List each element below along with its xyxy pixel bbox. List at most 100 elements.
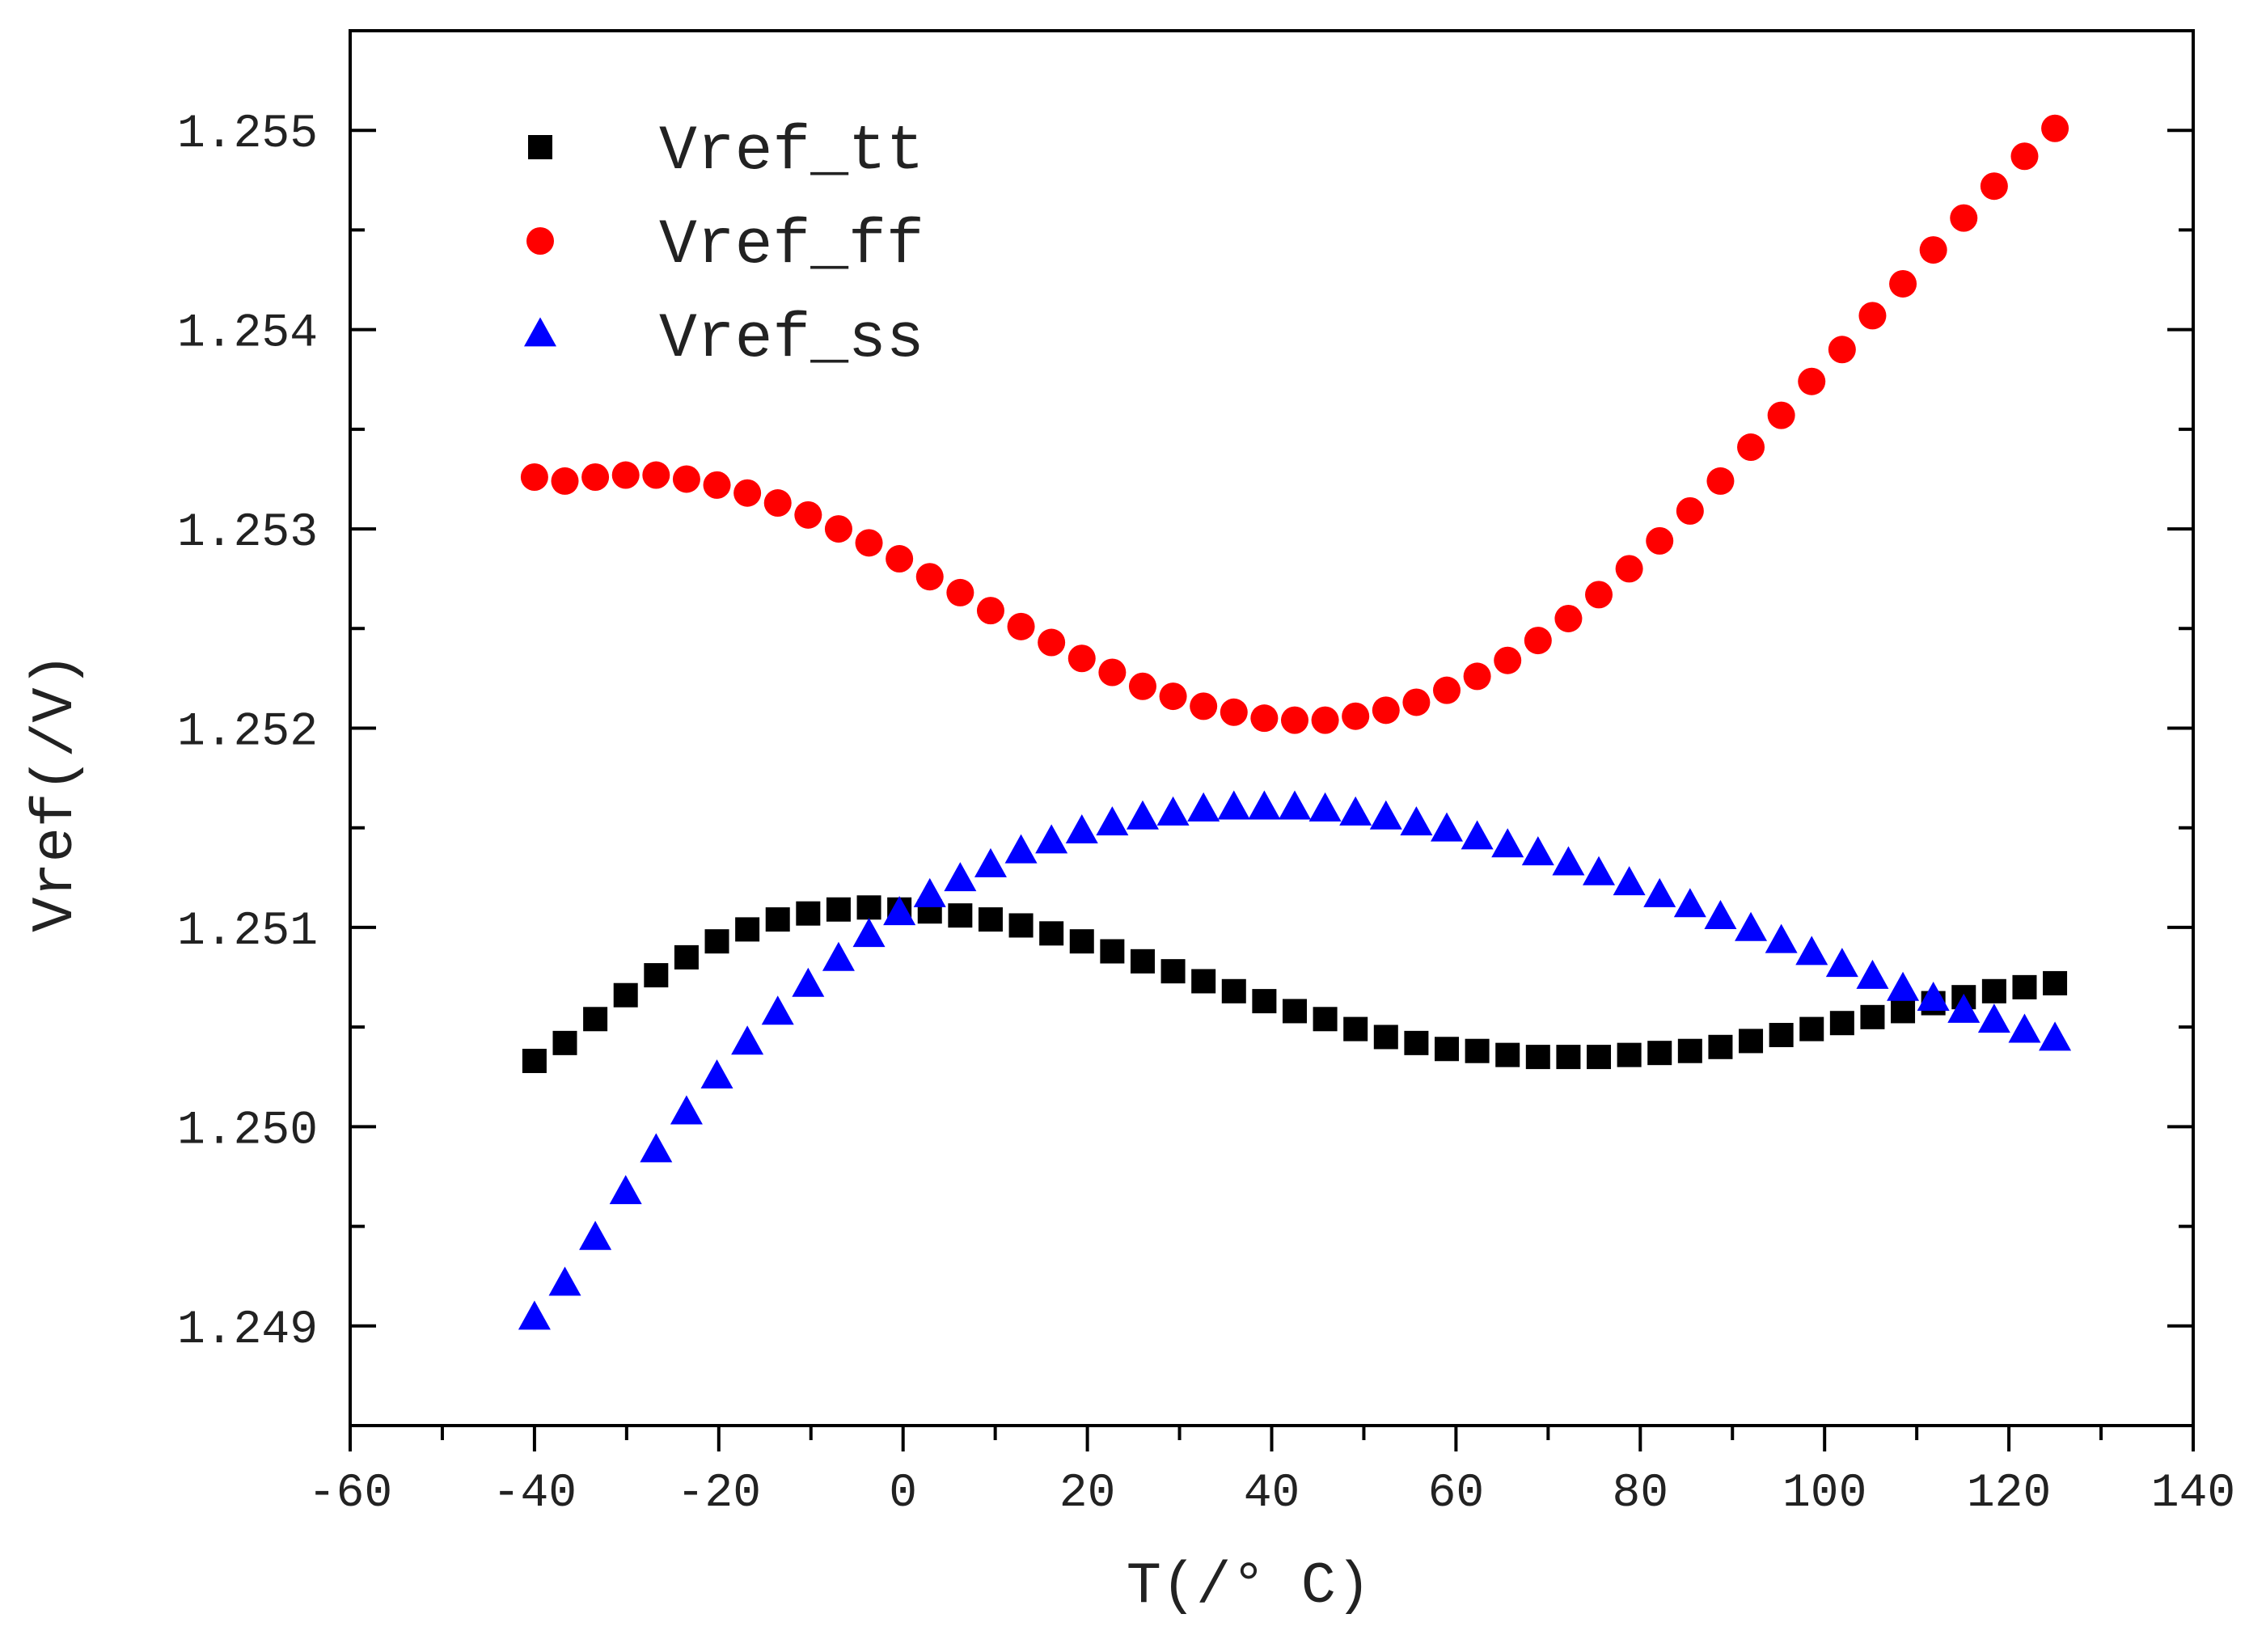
data-point-Vref_ss bbox=[1187, 792, 1220, 822]
data-point-Vref_ss bbox=[1491, 828, 1524, 858]
data-point-Vref_ss bbox=[1735, 911, 1768, 941]
data-point-Vref_ss bbox=[1400, 806, 1433, 836]
x-tick-label: 60 bbox=[1428, 1468, 1485, 1520]
data-point-Vref_ff bbox=[1311, 706, 1339, 734]
x-tick-label: -40 bbox=[492, 1468, 577, 1520]
data-point-Vref_ss bbox=[579, 1220, 612, 1250]
data-point-Vref_ff bbox=[1585, 581, 1613, 609]
data-point-Vref_ss bbox=[518, 1300, 551, 1330]
data-point-Vref_tt bbox=[1313, 1007, 1338, 1032]
data-point-Vref_ff bbox=[703, 471, 731, 499]
x-axis-title: T(/° C) bbox=[1127, 1553, 1371, 1620]
data-point-Vref_tt bbox=[1860, 1004, 1885, 1029]
data-point-Vref_tt bbox=[1799, 1016, 1824, 1041]
data-point-Vref_tt bbox=[1525, 1045, 1550, 1070]
x-tick-label: -20 bbox=[677, 1468, 761, 1520]
data-point-Vref_ss bbox=[1704, 900, 1737, 930]
data-point-Vref_ff bbox=[1950, 204, 1978, 232]
y-axis-title: Vref(/V) bbox=[23, 653, 89, 932]
data-point-Vref_ss bbox=[700, 1059, 733, 1089]
data-point-Vref_ss bbox=[640, 1133, 673, 1163]
y-tick-label: 1.249 bbox=[177, 1304, 318, 1357]
data-point-Vref_ss bbox=[1613, 866, 1646, 896]
data-point-Vref_ss bbox=[1217, 790, 1250, 820]
data-point-Vref_ff bbox=[1798, 367, 1826, 395]
y-tick-label: 1.254 bbox=[177, 308, 318, 361]
data-point-Vref_tt bbox=[1708, 1034, 1733, 1059]
data-point-Vref_ff bbox=[1828, 336, 1856, 364]
legend-label-Vref_ff: Vref_ff bbox=[659, 210, 924, 281]
data-point-Vref_tt bbox=[1617, 1042, 1642, 1067]
data-point-Vref_tt bbox=[1069, 929, 1094, 954]
data-point-Vref_ff bbox=[1280, 706, 1308, 734]
data-point-Vref_ss bbox=[2039, 1021, 2072, 1051]
ticks-layer bbox=[349, 29, 2195, 1451]
data-point-Vref_tt bbox=[1739, 1029, 1764, 1054]
series-layer bbox=[518, 114, 2072, 1330]
data-point-Vref_ff bbox=[1342, 702, 1370, 730]
data-point-Vref_ff bbox=[1433, 676, 1461, 704]
data-point-Vref_ss bbox=[1795, 936, 1828, 965]
data-point-Vref_tt bbox=[1252, 989, 1277, 1014]
data-point-Vref_ss bbox=[822, 941, 855, 971]
y-tick-label: 1.251 bbox=[177, 906, 318, 958]
data-point-Vref_ss bbox=[1308, 792, 1342, 822]
data-point-Vref_ff bbox=[855, 529, 883, 557]
data-point-Vref_ff bbox=[886, 545, 914, 573]
data-point-Vref_ss bbox=[883, 896, 916, 926]
data-point-Vref_ff bbox=[642, 461, 670, 489]
data-point-Vref_tt bbox=[826, 897, 851, 922]
data-point-Vref_ss bbox=[792, 967, 825, 997]
data-point-Vref_tt bbox=[1343, 1016, 1368, 1041]
data-point-Vref_ss bbox=[1096, 806, 1129, 836]
data-point-Vref_ss bbox=[731, 1025, 764, 1055]
data-point-Vref_tt bbox=[765, 907, 790, 932]
data-point-Vref_ff bbox=[1858, 302, 1887, 330]
data-point-Vref_ff bbox=[1676, 496, 1704, 525]
x-tick-label: 120 bbox=[1967, 1468, 2051, 1520]
data-point-Vref_ss bbox=[1977, 1003, 2010, 1033]
data-point-Vref_ss bbox=[1065, 814, 1098, 844]
data-point-Vref_ss bbox=[1887, 971, 1920, 1001]
x-tick-label: 0 bbox=[889, 1468, 917, 1520]
legend: Vref_tt Vref_ff Vref_ss bbox=[524, 116, 924, 375]
data-point-Vref_tt bbox=[1100, 939, 1125, 964]
data-point-Vref_ff bbox=[1007, 612, 1035, 640]
data-point-Vref_tt bbox=[1039, 921, 1064, 946]
data-point-Vref_ff bbox=[1098, 658, 1127, 687]
data-point-Vref_ff bbox=[551, 467, 579, 495]
data-point-Vref_tt bbox=[1435, 1037, 1460, 1062]
data-point-Vref_tt bbox=[796, 901, 821, 926]
data-point-Vref_tt bbox=[1556, 1045, 1581, 1070]
data-point-Vref_tt bbox=[1495, 1042, 1520, 1067]
data-point-Vref_ff bbox=[1980, 172, 2008, 201]
data-point-Vref_ff bbox=[1706, 467, 1735, 495]
data-point-Vref_tt bbox=[674, 944, 699, 970]
data-point-Vref_ff bbox=[763, 489, 792, 518]
data-point-Vref_ss bbox=[1856, 959, 1889, 989]
data-point-Vref_ss bbox=[1248, 790, 1281, 820]
x-tick-label: 100 bbox=[1782, 1468, 1866, 1520]
data-point-Vref_ff bbox=[946, 578, 974, 606]
data-point-Vref_tt bbox=[1891, 999, 1916, 1024]
x-tick-label: 40 bbox=[1244, 1468, 1300, 1520]
data-point-Vref_ff bbox=[581, 463, 610, 491]
data-point-Vref_ss bbox=[944, 862, 977, 892]
data-point-Vref_tt bbox=[583, 1007, 608, 1032]
data-point-Vref_tt bbox=[613, 982, 638, 1008]
data-point-Vref_tt bbox=[1160, 959, 1186, 984]
series-Vref_ss bbox=[518, 790, 2072, 1330]
data-point-Vref_ss bbox=[1643, 877, 1676, 907]
data-point-Vref_tt bbox=[1008, 913, 1034, 938]
x-tick-label: 80 bbox=[1612, 1468, 1668, 1520]
data-point-Vref_ss bbox=[1126, 800, 1159, 830]
data-point-Vref_ss bbox=[1004, 834, 1038, 864]
data-point-Vref_ff bbox=[1067, 644, 1096, 673]
data-point-Vref_tt bbox=[1191, 969, 1216, 994]
data-point-Vref_tt bbox=[978, 907, 1003, 932]
data-point-Vref_ss bbox=[548, 1266, 581, 1296]
data-point-Vref_ss bbox=[1369, 800, 1402, 830]
